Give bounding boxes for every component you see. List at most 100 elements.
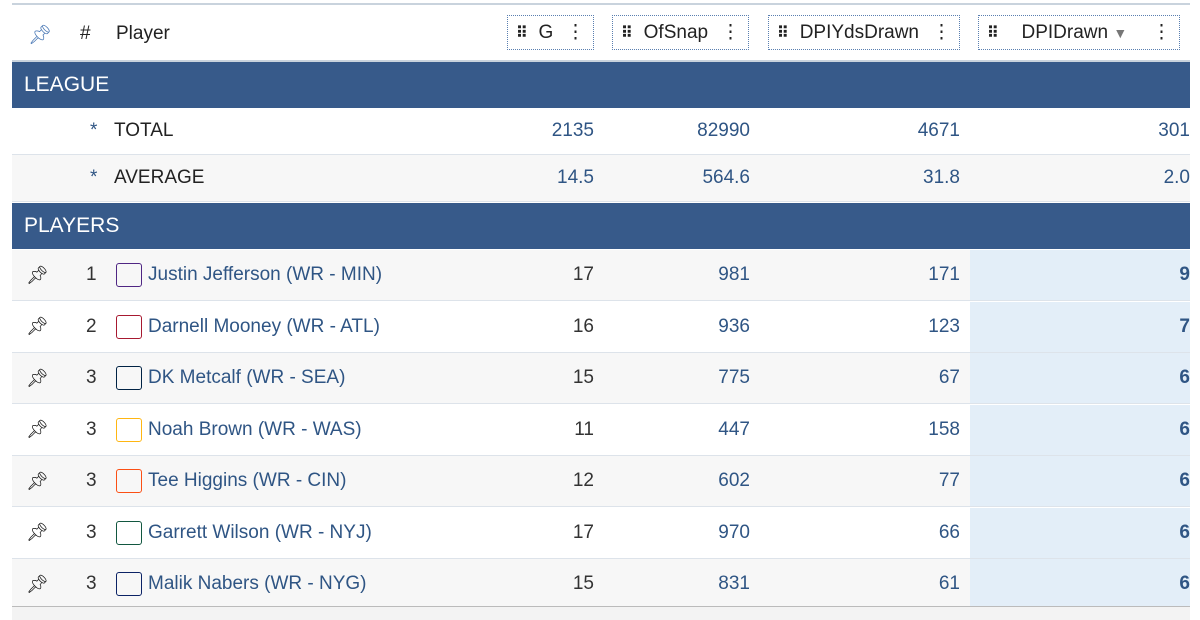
player-link[interactable]: Justin Jefferson (WR - MIN) [116,250,382,300]
column-ofsnap[interactable]: ⠿ OfSnap ⋮ [612,15,749,50]
players-section-header: PLAYERS [12,203,1190,249]
drag-handle-icon[interactable]: ⠿ [621,24,633,42]
g-value: 17 [572,521,594,543]
player-name[interactable]: Darnell Mooney (WR - ATL) [148,315,380,337]
column-label: DPIDrawn [1021,21,1109,43]
ofsnap-value: 447 [718,418,750,440]
ofsnap-value: 82990 [697,120,750,141]
player-link[interactable]: Garrett Wilson (WR - NYJ) [116,508,372,558]
dpi-value: 6 [1179,573,1190,594]
dpi-value: 6 [1179,470,1190,491]
ofsnap-value: 981 [718,264,750,285]
ofsnap-value: 970 [718,521,750,543]
player-link[interactable]: Darnell Mooney (WR - ATL) [116,302,380,352]
g-value: 15 [572,367,594,388]
g-value: 11 [574,418,594,440]
rank-header[interactable]: # [80,23,91,44]
pin-icon[interactable]: 📌︎ [26,522,49,542]
rank: 1 [86,264,97,285]
player-name[interactable]: Garrett Wilson (WR - NYJ) [148,521,372,543]
team-logo-icon [116,520,142,545]
pin-icon[interactable]: 📌︎ [26,316,49,336]
player-name[interactable]: Justin Jefferson (WR - MIN) [148,264,383,285]
dpi-value: 6 [1179,521,1190,543]
divider [12,3,1190,5]
pin-icon[interactable]: 📌︎ [26,470,49,491]
dpi-value: 6 [1179,367,1190,388]
pin-icon[interactable]: 📌︎ [26,264,49,285]
league-section-header: LEAGUE [12,62,1190,108]
team-logo-icon [116,417,142,442]
dpiyds-value: 61 [938,573,960,594]
player-row[interactable]: 📌︎ 2 Darnell Mooney (WR - ATL) 16 936 12… [12,301,1190,353]
sorted-column-highlight [970,301,1190,352]
player-row[interactable]: 📌︎ 1 Justin Jefferson (WR - MIN) 17 981 … [12,250,1190,301]
column-dpidrawn[interactable]: ⠿ DPIDrawn ▼ ⋮ [978,15,1180,50]
sort-desc-icon[interactable]: ▼ [1113,24,1128,41]
sorted-column-highlight [970,507,1190,558]
rank: 3 [86,470,97,491]
column-label: DPIYdsDrawn [799,21,920,43]
pin-icon[interactable]: 📌︎ [26,573,49,594]
more-icon[interactable]: ⋮ [931,22,951,43]
column-dpiydsdrawn[interactable]: ⠿ DPIYdsDrawn ⋮ [768,15,960,50]
g-value: 2135 [551,120,594,141]
g-value: 12 [572,470,594,491]
team-logo-icon [116,263,142,287]
ofsnap-value: 775 [718,367,750,388]
dpi-value: 301 [1158,120,1190,141]
player-row[interactable]: 📌︎ 3 Noah Brown (WR - WAS) 11 447 158 6 [12,404,1190,456]
dpiyds-value: 67 [938,367,960,388]
g-value: 15 [572,573,594,594]
player-link[interactable]: Malik Nabers (WR - NYG) [116,559,367,609]
rank: 3 [86,573,97,594]
drag-handle-icon[interactable]: ⠿ [516,24,528,42]
player-name[interactable]: Malik Nabers (WR - NYG) [148,573,367,594]
g-value: 17 [572,264,594,285]
team-logo-icon [116,572,142,596]
dpiyds-value: 31.8 [923,167,960,188]
league-row: * TOTAL 2135 82990 4671 301 [12,108,1190,155]
team-logo-icon [116,314,142,339]
row-label: AVERAGE [114,167,205,188]
dpiyds-value: 77 [938,470,960,491]
player-header[interactable]: Player [116,23,170,44]
dpiyds-value: 4671 [917,120,960,141]
sorted-column-highlight [970,353,1190,403]
dpiyds-value: 123 [928,315,960,337]
pin-icon[interactable]: 📌︎ [26,419,49,439]
more-icon[interactable]: ⋮ [566,22,585,43]
player-row[interactable]: 📌︎ 3 Garrett Wilson (WR - NYJ) 17 970 66… [12,507,1190,559]
player-row[interactable]: 📌︎ 3 DK Metcalf (WR - SEA) 15 775 67 6 [12,353,1190,404]
ofsnap-value: 936 [718,315,750,337]
player-link[interactable]: Noah Brown (WR - WAS) [116,405,362,455]
player-link[interactable]: Tee Higgins (WR - CIN) [116,456,346,506]
ofsnap-value: 564.6 [702,167,750,188]
player-name[interactable]: Noah Brown (WR - WAS) [148,418,362,440]
pin-icon[interactable]: 📌︎ [28,25,53,46]
column-g[interactable]: ⠿ G ⋮ [507,15,594,50]
drag-handle-icon[interactable]: ⠿ [777,24,789,42]
pin-icon[interactable]: 📌︎ [26,367,49,388]
marker: * [90,120,98,141]
player-name[interactable]: DK Metcalf (WR - SEA) [148,367,346,388]
more-icon[interactable]: ⋮ [721,22,740,43]
dpiyds-value: 171 [928,264,960,285]
rank: 3 [86,367,97,388]
table-header: 📌︎ # Player ⠿ G ⋮ ⠿ OfSnap ⋮ ⠿ DPIYdsDrawn ⋮ ⠿… [12,5,1190,62]
drag-handle-icon[interactable]: ⠿ [987,24,999,42]
sorted-column-highlight [970,559,1190,609]
team-logo-icon [116,469,142,493]
player-name[interactable]: Tee Higgins (WR - CIN) [148,470,347,491]
more-icon[interactable]: ⋮ [1152,22,1171,43]
dpiyds-value: 158 [928,418,960,440]
player-link[interactable]: DK Metcalf (WR - SEA) [116,353,345,403]
dpi-value: 2.0 [1163,167,1190,188]
player-row[interactable]: 📌︎ 3 Malik Nabers (WR - NYG) 15 831 61 6 [12,559,1190,610]
marker: * [90,167,98,188]
g-value: 14.5 [557,167,594,188]
player-row[interactable]: 📌︎ 3 Tee Higgins (WR - CIN) 12 602 77 6 [12,456,1190,507]
ofsnap-value: 831 [718,573,750,594]
column-label: G [538,21,554,43]
team-logo-icon [116,366,142,390]
